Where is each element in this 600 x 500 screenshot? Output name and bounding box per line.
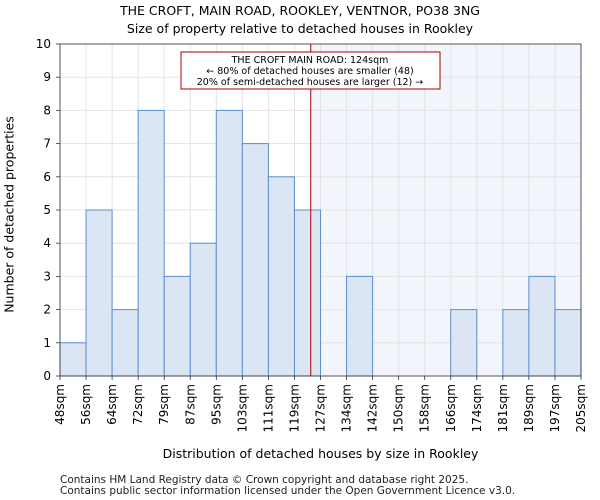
footer-line-1: Contains HM Land Registry data © Crown c… xyxy=(60,474,469,486)
bar-181sqm xyxy=(502,309,530,377)
bar-95sqm xyxy=(215,109,243,377)
annotation-line-1: THE CROFT MAIN ROAD: 124sqm xyxy=(231,55,389,66)
y-tick-label: 7 xyxy=(43,137,51,151)
bars-group xyxy=(59,109,582,377)
x-tick-label: 64sqm xyxy=(105,384,119,425)
bar-119sqm xyxy=(293,209,322,377)
bar-197sqm xyxy=(554,309,582,377)
x-tick-label: 127sqm xyxy=(314,384,328,432)
chart-subtitle: Size of property relative to detached ho… xyxy=(126,21,474,36)
bar-64sqm xyxy=(111,309,139,377)
x-tick-label: 119sqm xyxy=(287,384,301,432)
x-tick-label: 150sqm xyxy=(392,384,406,432)
x-tick-label: 174sqm xyxy=(470,384,484,432)
x-axis-label: Distribution of detached houses by size … xyxy=(162,446,479,461)
x-tick-label: 181sqm xyxy=(496,384,510,432)
footer-line-2: Contains public sector information licen… xyxy=(60,485,516,497)
y-tick-label: 5 xyxy=(43,203,51,217)
y-tick-label: 0 xyxy=(43,369,51,383)
y-tick-label: 10 xyxy=(36,37,51,51)
x-axis: 48sqm 56sqm 64sqm 72sqm 79sqm 87sqm 95sqm 103sq… xyxy=(53,376,588,432)
annotation-box xyxy=(180,51,441,90)
bar-189sqm xyxy=(528,275,556,377)
bar-134sqm xyxy=(346,275,374,377)
annotation-line-3: 20% of semi-detached houses are larger (… xyxy=(197,77,424,88)
plot-frame xyxy=(59,43,582,377)
x-tick-label: 142sqm xyxy=(366,384,380,432)
chart-title: THE CROFT, MAIN ROAD, ROOKLEY, VENTNOR, … xyxy=(120,3,480,18)
y-tick-label: 8 xyxy=(43,103,51,117)
bar-56sqm xyxy=(85,209,113,377)
x-tick-label: 134sqm xyxy=(340,384,354,432)
bar-111sqm xyxy=(267,176,295,377)
bar-79sqm xyxy=(163,275,191,377)
annotation-line-2: ← 80% of detached houses are smaller (48… xyxy=(206,66,413,77)
y-axis: 0 1 2 3 4 5 6 7 8 9 10 xyxy=(36,37,60,383)
x-tick-label: 72sqm xyxy=(131,384,145,425)
y-tick-label: 1 xyxy=(43,336,51,350)
y-axis-label: Number of detached properties xyxy=(1,116,17,313)
x-tick-label: 95sqm xyxy=(209,384,223,425)
y-tick-label: 9 xyxy=(43,70,51,84)
y-tick-label: 3 xyxy=(43,269,51,283)
property-annotation: THE CROFT MAIN ROAD: 124sqm ← 80% of det… xyxy=(180,51,441,90)
x-tick-label: 111sqm xyxy=(261,384,275,432)
x-tick-label: 166sqm xyxy=(444,384,458,432)
bar-48sqm xyxy=(59,342,87,377)
bar-72sqm xyxy=(137,109,165,377)
y-tick-label: 2 xyxy=(43,303,51,317)
x-tick-label: 56sqm xyxy=(79,384,93,425)
bar-166sqm xyxy=(450,309,478,377)
bar-103sqm xyxy=(241,143,269,377)
x-tick-label: 189sqm xyxy=(522,384,536,432)
x-tick-label: 205sqm xyxy=(574,384,588,432)
bar-87sqm xyxy=(189,242,217,377)
x-tick-label: 87sqm xyxy=(183,384,197,425)
y-tick-label: 6 xyxy=(43,170,51,184)
x-tick-label: 158sqm xyxy=(418,384,432,432)
x-tick-label: 103sqm xyxy=(235,384,249,432)
x-tick-label: 48sqm xyxy=(53,384,67,425)
x-tick-label: 79sqm xyxy=(157,384,171,425)
y-tick-label: 4 xyxy=(43,236,51,250)
x-tick-label: 197sqm xyxy=(548,384,562,432)
